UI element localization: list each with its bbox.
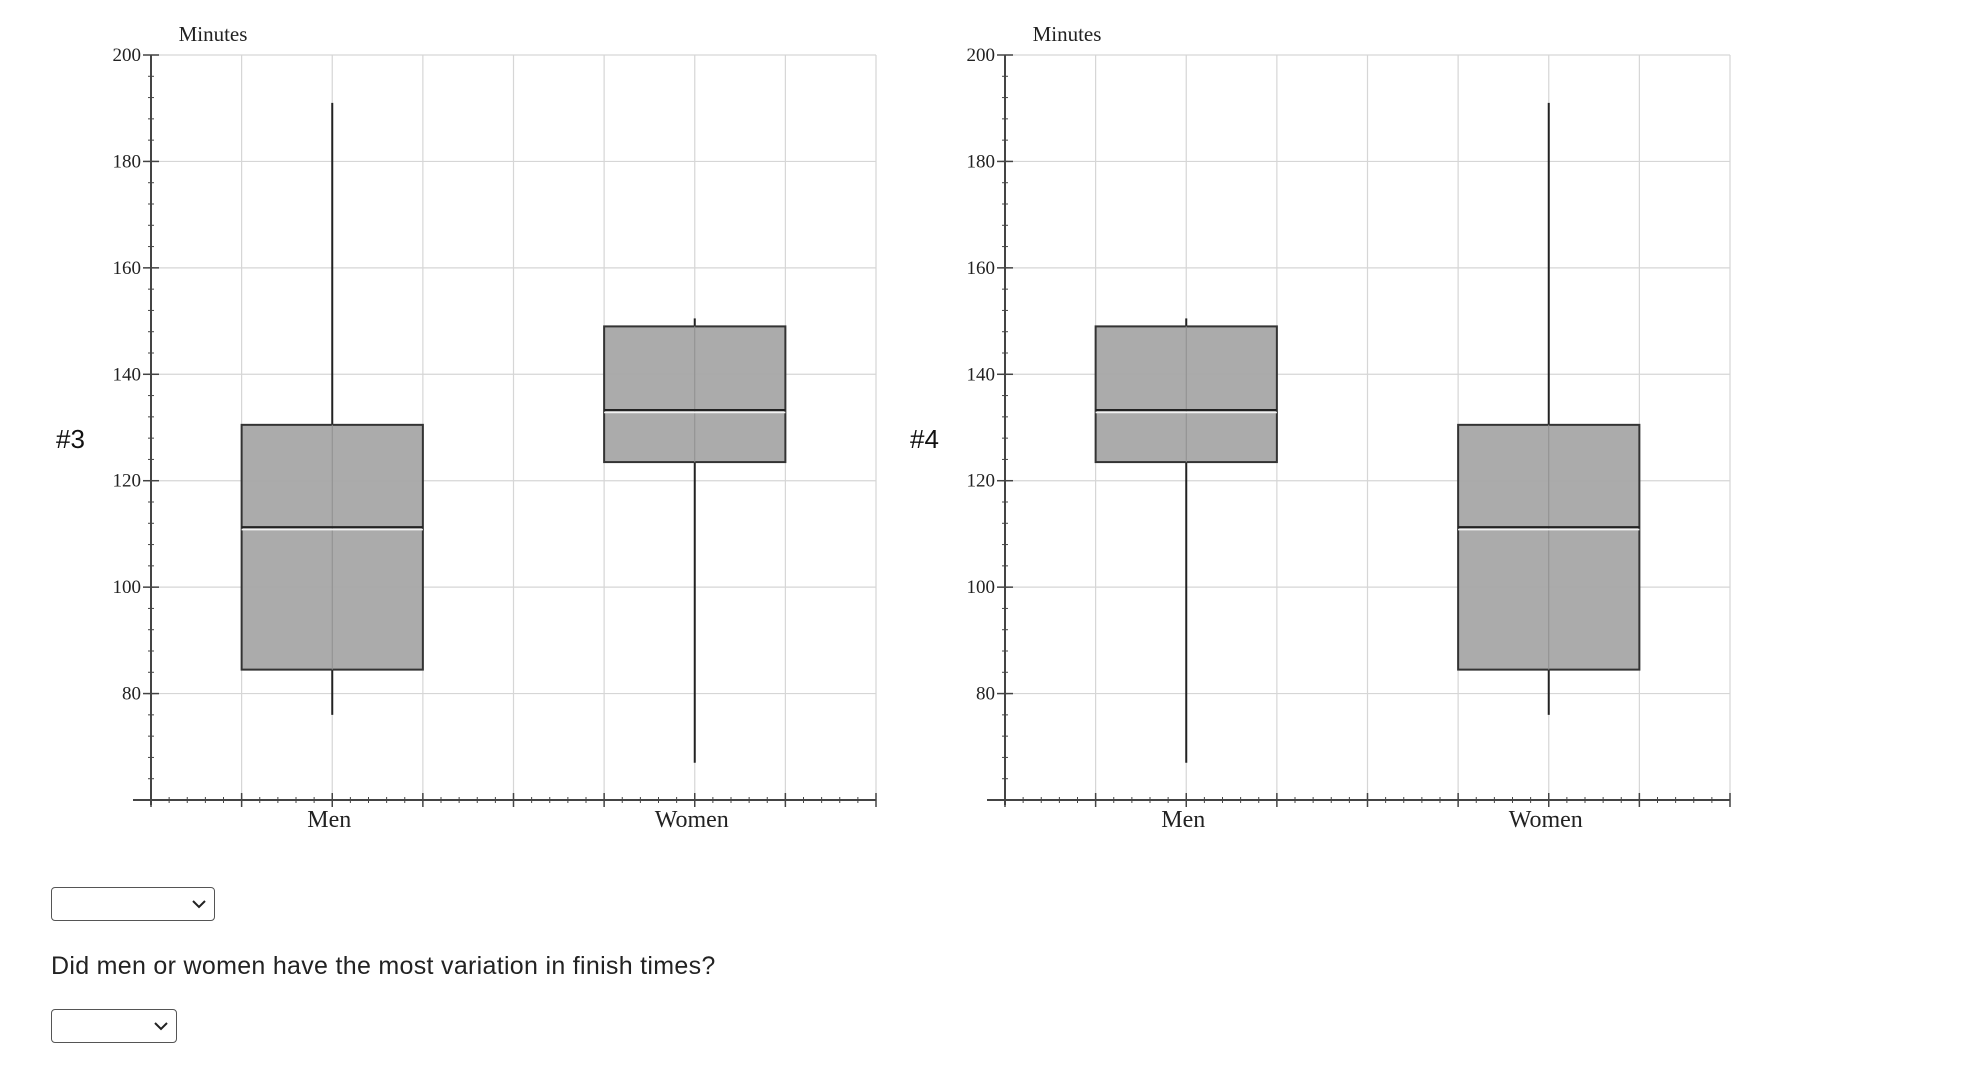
variation-question: Did men or women have the most variation…: [51, 952, 716, 980]
y-tick-label: 80: [122, 684, 141, 705]
x-category-label: Women: [655, 807, 729, 833]
box-women: [1457, 102, 1641, 715]
box-women: [603, 318, 787, 763]
y-tick-label: 140: [967, 364, 996, 385]
y-tick-label: 160: [967, 258, 996, 279]
y-tick-label: 140: [113, 364, 142, 385]
box-men: [1094, 318, 1278, 763]
y-tick-label: 120: [967, 471, 996, 492]
plot-label-4: #4: [910, 424, 939, 454]
box-plot-chart-3: 80 100 120 140 160 180 200 Minutes Men Women: [113, 22, 877, 833]
x-category-label: Men: [1161, 807, 1205, 833]
y-tick-label: 200: [113, 45, 142, 66]
y-tick-label: 100: [113, 577, 142, 598]
box-men: [240, 102, 424, 715]
chevron-down-icon: [192, 900, 206, 909]
plot-label-3: #3: [56, 424, 85, 454]
x-category-label: Men: [307, 807, 351, 833]
y-tick-label: 200: [967, 45, 996, 66]
y-tick-label: 180: [967, 151, 996, 172]
box-plot-chart-4: 80 100 120 140 160 180 200 Minutes Men Women: [967, 22, 1731, 833]
y-tick-label: 120: [113, 471, 142, 492]
x-category-label: Women: [1509, 807, 1583, 833]
y-axis-label: Minutes: [1033, 22, 1102, 46]
answer-dropdown-1[interactable]: [51, 887, 215, 921]
y-axis-label: Minutes: [179, 22, 248, 46]
y-tick-label: 80: [976, 684, 995, 705]
y-tick-label: 160: [113, 258, 142, 279]
chevron-down-icon: [154, 1022, 168, 1031]
answer-dropdown-2[interactable]: [51, 1009, 177, 1043]
y-tick-label: 180: [113, 151, 142, 172]
y-tick-label: 100: [967, 577, 996, 598]
